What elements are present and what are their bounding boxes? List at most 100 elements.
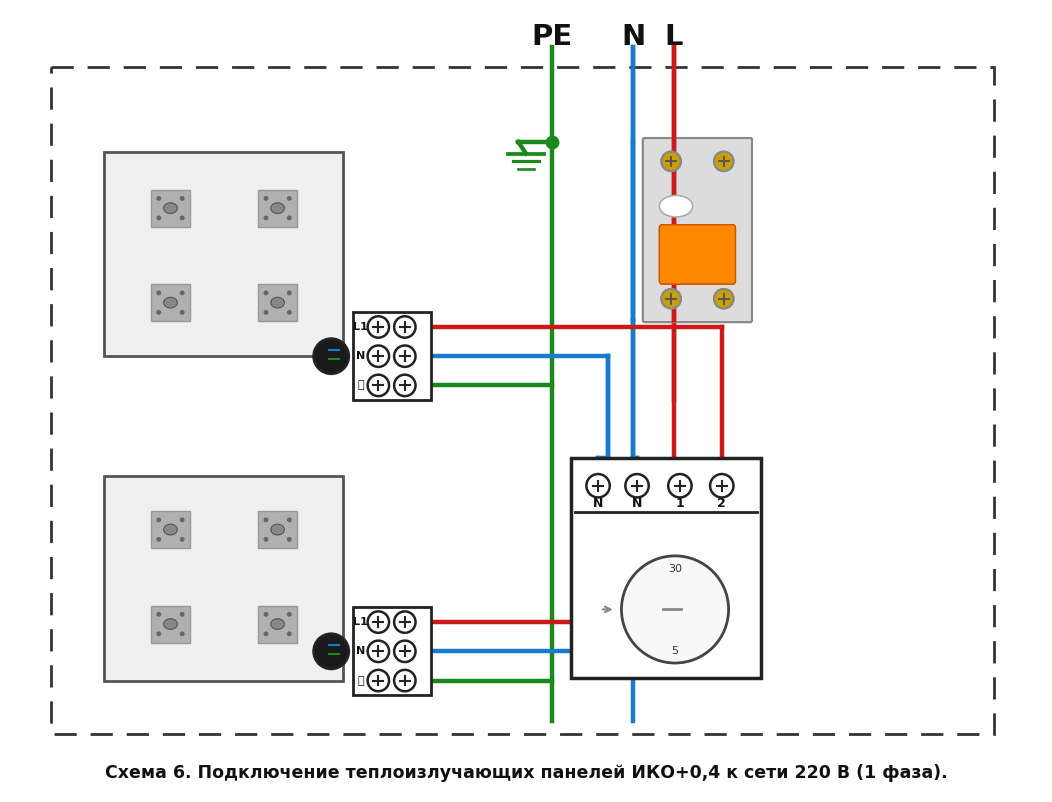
Circle shape: [668, 474, 691, 497]
Circle shape: [394, 641, 416, 662]
Bar: [151, 284, 190, 321]
Circle shape: [157, 216, 161, 221]
Circle shape: [714, 289, 733, 309]
Circle shape: [394, 316, 416, 338]
Bar: [258, 189, 297, 227]
Circle shape: [287, 517, 291, 522]
Circle shape: [714, 152, 733, 171]
Ellipse shape: [660, 196, 692, 217]
Ellipse shape: [164, 203, 178, 213]
Bar: [258, 606, 297, 642]
Text: L1: L1: [353, 322, 368, 332]
Circle shape: [287, 196, 291, 200]
Bar: [571, 459, 761, 678]
Circle shape: [394, 611, 416, 633]
Bar: [352, 607, 430, 695]
Circle shape: [157, 517, 161, 522]
Circle shape: [263, 216, 268, 221]
Text: 30: 30: [668, 564, 682, 573]
Ellipse shape: [270, 525, 284, 535]
Text: PE: PE: [531, 22, 573, 51]
Circle shape: [367, 316, 389, 338]
Ellipse shape: [270, 298, 284, 308]
Circle shape: [662, 289, 681, 309]
Ellipse shape: [164, 618, 178, 630]
Ellipse shape: [164, 298, 178, 308]
Bar: [104, 152, 343, 356]
Circle shape: [180, 290, 184, 295]
Circle shape: [367, 611, 389, 633]
Circle shape: [180, 517, 184, 522]
Circle shape: [287, 216, 291, 221]
Circle shape: [263, 537, 268, 541]
Circle shape: [263, 196, 268, 200]
Circle shape: [394, 375, 416, 396]
Circle shape: [287, 631, 291, 636]
Text: ⏚: ⏚: [357, 380, 364, 391]
Circle shape: [180, 612, 184, 617]
FancyBboxPatch shape: [643, 138, 752, 322]
Circle shape: [180, 216, 184, 221]
Bar: [352, 312, 430, 400]
Circle shape: [263, 517, 268, 522]
Circle shape: [180, 196, 184, 200]
Ellipse shape: [660, 196, 692, 217]
Circle shape: [394, 346, 416, 367]
Circle shape: [662, 152, 681, 171]
Text: L: L: [665, 22, 684, 51]
Text: N: N: [356, 646, 365, 656]
Circle shape: [157, 537, 161, 541]
Text: L1: L1: [353, 617, 368, 627]
Circle shape: [287, 612, 291, 617]
Ellipse shape: [164, 525, 178, 535]
Circle shape: [157, 196, 161, 200]
Circle shape: [180, 310, 184, 315]
Bar: [50, 67, 993, 734]
Circle shape: [287, 290, 291, 295]
Circle shape: [263, 631, 268, 636]
Text: 5: 5: [671, 646, 679, 656]
Ellipse shape: [270, 618, 284, 630]
Circle shape: [714, 289, 733, 309]
Circle shape: [662, 152, 681, 171]
Circle shape: [157, 310, 161, 315]
FancyBboxPatch shape: [660, 225, 735, 284]
Circle shape: [287, 537, 291, 541]
Circle shape: [394, 670, 416, 691]
Circle shape: [714, 152, 733, 171]
Text: 1: 1: [675, 496, 684, 510]
Bar: [151, 511, 190, 548]
Bar: [151, 606, 190, 642]
Text: Схема 6. Подключение теплоизлучающих панелей ИКО+0,4 к сети 220 В (1 фаза).: Схема 6. Подключение теплоизлучающих пан…: [105, 764, 947, 782]
Circle shape: [263, 612, 268, 617]
Circle shape: [157, 290, 161, 295]
Circle shape: [313, 338, 348, 374]
Circle shape: [367, 641, 389, 662]
Text: N: N: [593, 496, 603, 510]
Circle shape: [157, 631, 161, 636]
Circle shape: [586, 474, 610, 497]
Circle shape: [710, 474, 733, 497]
Circle shape: [157, 612, 161, 617]
Bar: [258, 284, 297, 321]
Circle shape: [622, 556, 729, 663]
Circle shape: [662, 289, 681, 309]
Bar: [258, 511, 297, 548]
Circle shape: [625, 474, 649, 497]
Circle shape: [367, 670, 389, 691]
Text: ⏚: ⏚: [357, 675, 364, 686]
Text: 2: 2: [717, 496, 726, 510]
Bar: [151, 189, 190, 227]
Circle shape: [367, 375, 389, 396]
Circle shape: [263, 310, 268, 315]
Circle shape: [287, 310, 291, 315]
Text: N: N: [621, 22, 645, 51]
Bar: [104, 476, 343, 681]
Circle shape: [180, 631, 184, 636]
Ellipse shape: [270, 203, 284, 213]
Text: N: N: [356, 351, 365, 361]
Circle shape: [367, 346, 389, 367]
Text: N: N: [632, 496, 642, 510]
Circle shape: [263, 290, 268, 295]
FancyBboxPatch shape: [643, 138, 752, 322]
